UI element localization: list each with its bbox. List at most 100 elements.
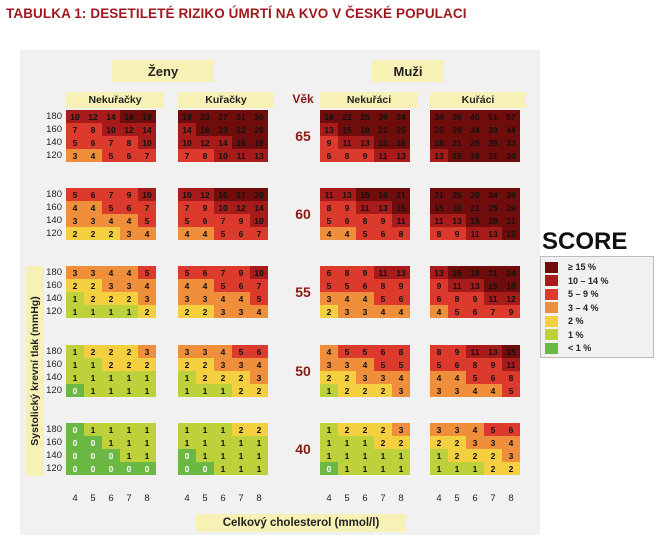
legend-label: 2 % — [568, 316, 584, 326]
risk-cell: 5 — [66, 136, 84, 149]
risk-cell: 11 — [374, 266, 392, 279]
risk-cell: 9 — [232, 214, 250, 227]
risk-cell: 1 — [232, 449, 250, 462]
risk-cell: 1 — [466, 462, 484, 475]
risk-cell: 33 — [502, 136, 520, 149]
risk-cell: 2 — [448, 449, 466, 462]
risk-cell: 7 — [214, 266, 232, 279]
risk-cell: 15 — [448, 149, 466, 162]
cholesterol-tick: 8 — [398, 493, 404, 504]
risk-cell: 11 — [356, 201, 374, 214]
legend-swatch — [545, 329, 558, 340]
bp-label: 160 — [46, 280, 62, 291]
risk-cell: 1 — [214, 449, 232, 462]
risk-cell: 8 — [84, 123, 102, 136]
cholesterol-tick: 6 — [472, 493, 478, 504]
risk-cell: 9 — [448, 227, 466, 240]
risk-cell: 27 — [214, 110, 232, 123]
risk-cell: 6 — [356, 279, 374, 292]
risk-grid: 18 22 25 29 34 13 15 18 21 25 9 11 13 15 18 6 8 9 11 13 — [320, 110, 410, 162]
risk-cell: 5 — [430, 358, 448, 371]
risk-cell: 5 — [484, 423, 502, 436]
risk-cell: 2 — [232, 384, 250, 397]
bp-label: 180 — [46, 346, 62, 357]
risk-cell: 1 — [320, 384, 338, 397]
risk-cell: 18 — [448, 201, 466, 214]
risk-cell: 1 — [214, 436, 232, 449]
risk-cell: 2 — [374, 384, 392, 397]
cholesterol-tick: 5 — [344, 493, 350, 504]
risk-cell: 1 — [138, 423, 156, 436]
risk-cell: 1 — [356, 449, 374, 462]
risk-cell: 2 — [178, 305, 196, 318]
bp-label: 140 — [46, 372, 62, 383]
risk-cell: 15 — [448, 266, 466, 279]
risk-cell: 2 — [196, 371, 214, 384]
risk-cell: 1 — [84, 384, 102, 397]
risk-cell: 23 — [196, 110, 214, 123]
risk-cell: 18 — [392, 136, 410, 149]
risk-cell: 57 — [502, 110, 520, 123]
risk-cell: 24 — [502, 266, 520, 279]
legend-item: 3 – 4 % — [545, 302, 599, 314]
risk-cell: 26 — [250, 123, 268, 136]
risk-cell: 11 — [320, 188, 338, 201]
risk-cell: 9 — [356, 149, 374, 162]
risk-cell: 1 — [356, 436, 374, 449]
bp-label: 120 — [46, 463, 62, 474]
risk-grid: 5 6 7 9 10 4 4 5 6 7 3 3 4 4 5 2 2 3 3 4 — [178, 266, 268, 318]
risk-cell: 1 — [178, 423, 196, 436]
bp-label: 120 — [46, 228, 62, 239]
risk-cell: 4 — [138, 227, 156, 240]
legend-item: 10 – 14 % — [545, 275, 609, 287]
risk-cell: 14 — [138, 123, 156, 136]
risk-cell: 1 — [84, 358, 102, 371]
risk-cell: 3 — [430, 423, 448, 436]
risk-cell: 4 — [214, 292, 232, 305]
risk-cell: 2 — [250, 384, 268, 397]
age-label: 65 — [295, 128, 311, 144]
bp-label: 180 — [46, 267, 62, 278]
risk-cell: 5 — [138, 214, 156, 227]
legend-item: 1 % — [545, 329, 584, 341]
risk-cell: 12 — [502, 292, 520, 305]
cholesterol-tick: 5 — [454, 493, 460, 504]
risk-cell: 2 — [196, 358, 214, 371]
cholesterol-tick: 8 — [508, 493, 514, 504]
risk-cell: 4 — [178, 227, 196, 240]
cholesterol-tick: 4 — [326, 493, 332, 504]
cholesterol-tick: 7 — [380, 493, 386, 504]
risk-cell: 6 — [232, 279, 250, 292]
risk-cell: 3 — [320, 358, 338, 371]
risk-cell: 2 — [102, 227, 120, 240]
risk-cell: 4 — [232, 292, 250, 305]
risk-cell: 9 — [484, 358, 502, 371]
risk-cell: 2 — [84, 279, 102, 292]
risk-cell: 16 — [120, 110, 138, 123]
risk-cell: 25 — [430, 123, 448, 136]
risk-cell: 6 — [466, 305, 484, 318]
risk-cell: 5 — [102, 149, 120, 162]
risk-cell: 13 — [338, 188, 356, 201]
risk-cell: 7 — [102, 136, 120, 149]
risk-cell: 3 — [120, 279, 138, 292]
risk-cell: 0 — [66, 423, 84, 436]
risk-cell: 3 — [232, 358, 250, 371]
risk-cell: 5 — [214, 227, 232, 240]
risk-cell: 1 — [66, 305, 84, 318]
risk-cell: 25 — [356, 110, 374, 123]
subgroup-header-men-smokers: Kuřáci — [430, 92, 526, 108]
risk-cell: 2 — [356, 423, 374, 436]
risk-cell: 4 — [356, 292, 374, 305]
risk-cell: 1 — [102, 305, 120, 318]
risk-grid: 21 25 29 34 39 15 18 21 25 29 11 13 15 18 21 8 9 11 13 15 — [430, 188, 520, 240]
cholesterol-tick: 5 — [90, 493, 96, 504]
risk-cell: 4 — [338, 292, 356, 305]
risk-cell: 3 — [66, 214, 84, 227]
risk-cell: 7 — [178, 149, 196, 162]
cholesterol-tick: 6 — [108, 493, 114, 504]
risk-cell: 2 — [356, 384, 374, 397]
risk-cell: 1 — [374, 462, 392, 475]
